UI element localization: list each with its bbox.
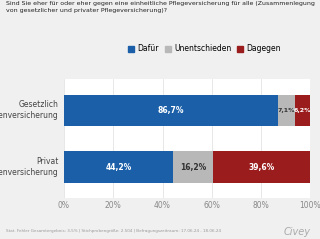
Bar [64,152,173,183]
Bar [295,94,310,126]
Text: Stat. Fehler Gesamtergebnis: 3,5% | Stichprobengröße: 2.504 | Befragungszeitraum: Stat. Fehler Gesamtergebnis: 3,5% | Stic… [6,229,221,233]
Legend: Dafür, Unentschieden, Dagegen: Dafür, Unentschieden, Dagegen [128,44,281,54]
Bar [173,152,213,183]
Text: 7,1%: 7,1% [278,108,295,113]
Bar [64,94,278,126]
Text: 16,2%: 16,2% [180,163,206,172]
Text: 86,7%: 86,7% [157,106,184,115]
Bar [278,94,295,126]
Text: Sind Sie eher für oder eher gegen eine einheitliche Pflegeversicherung für alle : Sind Sie eher für oder eher gegen eine e… [6,1,315,13]
Text: 6,2%: 6,2% [294,108,311,113]
Text: 44,2%: 44,2% [105,163,132,172]
Bar [213,152,310,183]
Text: Civey: Civey [284,227,310,237]
Text: 39,6%: 39,6% [249,163,275,172]
